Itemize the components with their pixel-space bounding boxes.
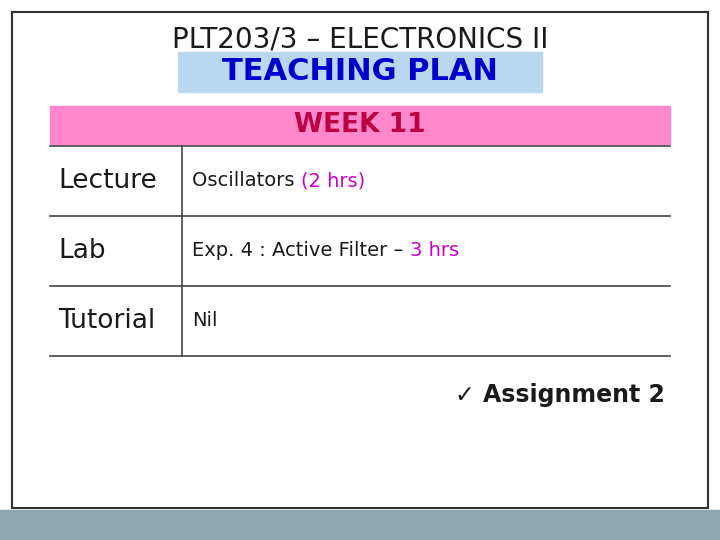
Bar (178, 52, 542, 92)
Text: Lab: Lab (58, 238, 106, 264)
Text: TEACHING PLAN: TEACHING PLAN (222, 57, 498, 86)
Text: Lecture: Lecture (58, 168, 157, 194)
Text: WEEK 11: WEEK 11 (294, 112, 426, 138)
Text: (2 hrs): (2 hrs) (301, 172, 365, 191)
Text: Oscillators: Oscillators (192, 172, 301, 191)
Text: ✓ Assignment 2: ✓ Assignment 2 (455, 383, 665, 407)
Text: PLT203/3 – ELECTRONICS II: PLT203/3 – ELECTRONICS II (172, 26, 548, 54)
Text: Tutorial: Tutorial (58, 308, 156, 334)
Bar (0, 510, 720, 540)
Text: Exp. 4 : Active Filter –: Exp. 4 : Active Filter – (192, 241, 410, 260)
Bar (50, 106, 670, 144)
Text: Nil: Nil (192, 312, 217, 330)
Text: 3 hrs: 3 hrs (410, 241, 459, 260)
